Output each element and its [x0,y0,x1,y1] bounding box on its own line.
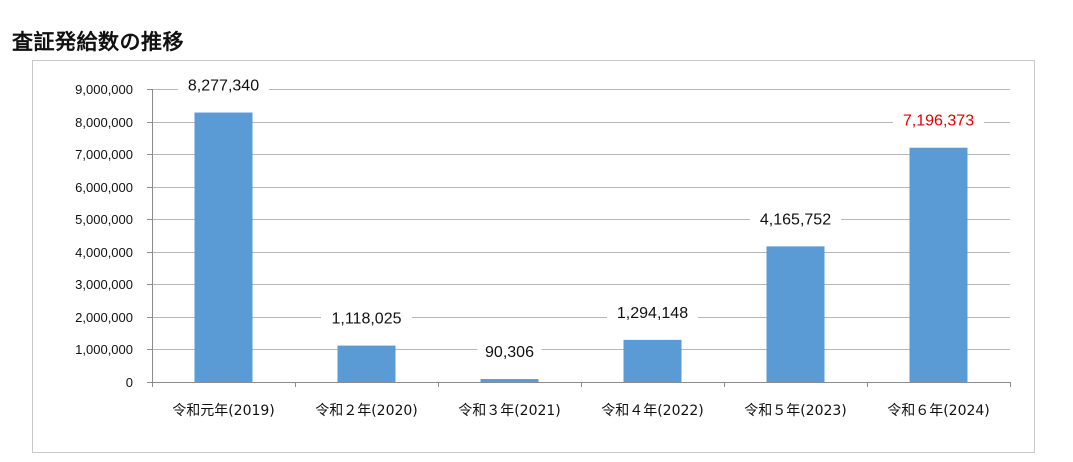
y-tick-label: 9,000,000 [75,82,133,97]
value-label: 8,277,340 [188,78,259,95]
y-tick-label: 4,000,000 [75,245,133,260]
bar [337,345,396,382]
x-tick-label: 令和６年(2024) [887,403,990,419]
value-label-bg [893,110,984,131]
x-tick-label: 令和５年(2023) [744,403,847,419]
y-tick-label: 5,000,000 [75,212,133,227]
x-tick-label: 令和元年(2019) [172,403,275,419]
value-label-bg [321,308,412,329]
value-label-bg [750,209,841,230]
bar [194,112,253,382]
bar [480,379,539,382]
bar [909,147,968,382]
x-tick-label: 令和２年(2020) [315,403,418,419]
y-tick-label: 0 [126,375,133,390]
value-label: 1,118,025 [332,311,402,328]
value-label-bg [607,302,698,323]
y-tick-label: 7,000,000 [75,147,133,162]
bar [623,339,682,382]
value-label-bg [178,75,269,96]
y-tick-label: 8,000,000 [75,115,133,130]
value-label-bg [477,342,542,363]
value-label: 1,294,148 [617,305,688,322]
y-tick-label: 2,000,000 [75,310,133,325]
y-tick-label: 3,000,000 [75,277,133,292]
value-label: 90,306 [485,344,534,361]
x-tick-label: 令和４年(2022) [601,403,704,419]
page-title: 査証発給数の推移 [12,30,184,54]
y-tick-label: 6,000,000 [75,180,133,195]
x-tick-label: 令和３年(2021) [458,403,561,419]
value-label: 4,165,752 [760,211,831,228]
value-label: 7,196,373 [903,113,974,130]
y-tick-label: 1,000,000 [75,342,133,357]
bar [766,246,825,382]
